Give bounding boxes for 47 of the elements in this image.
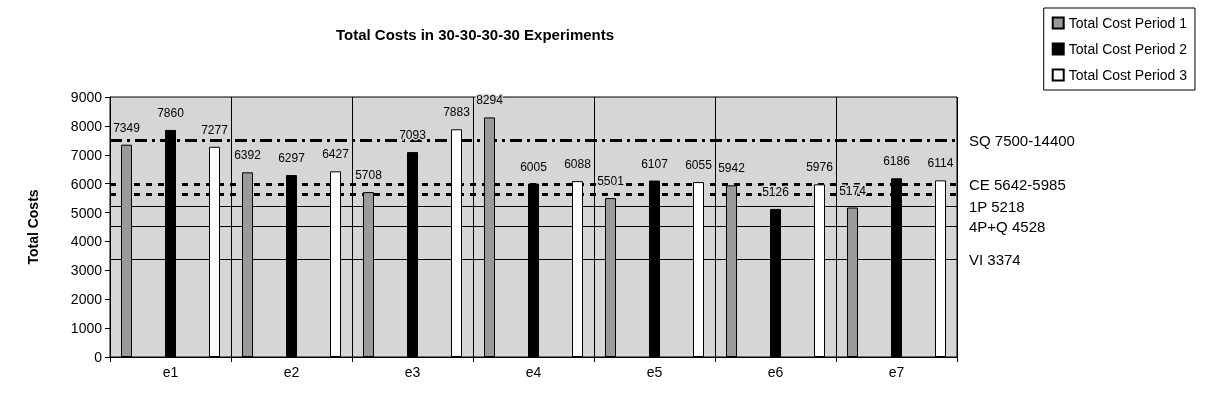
data-label: 5174 [839, 183, 867, 198]
y-tick-label: 5000 [70, 204, 103, 221]
data-label: 6186 [883, 154, 911, 169]
ref-line-label: 1P 5218 [969, 197, 1025, 215]
data-label: 5942 [718, 161, 746, 176]
x-tick-label: e5 [646, 364, 663, 380]
ref-line-label: 4P+Q 4528 [969, 217, 1046, 235]
data-label: 8294 [476, 93, 504, 108]
x-tick-label: e1 [162, 364, 179, 380]
chart-title: Total Costs in 30-30-30-30 Experiments [335, 26, 615, 43]
x-tick-label: e7 [888, 364, 905, 380]
y-tick-label: 1000 [70, 320, 103, 337]
legend-label: Total Cost Period 1 [1068, 15, 1188, 31]
x-tick-label: e6 [767, 364, 784, 380]
ref-line-label: SQ 7500-14400 [969, 131, 1075, 149]
ref-line-label: CE 5642-5985 [969, 175, 1066, 193]
ref-line-label: VI 3374 [969, 251, 1021, 269]
data-label: 6088 [564, 157, 592, 172]
y-tick-label: 9000 [70, 89, 103, 105]
data-label: 5976 [806, 160, 834, 175]
y-tick-label: 0 [94, 349, 103, 365]
y-tick-label: 3000 [70, 262, 103, 279]
x-tick-label: e4 [525, 364, 542, 380]
y-tick-label: 7000 [70, 146, 103, 163]
legend-label: Total Cost Period 2 [1068, 41, 1188, 57]
y-tick-label: 2000 [70, 291, 103, 308]
y-axis-title: Total Costs [25, 189, 41, 265]
data-label: 7277 [201, 122, 229, 137]
data-label: 6055 [685, 158, 713, 173]
y-tick-label: 8000 [70, 117, 103, 134]
data-label: 6427 [322, 147, 350, 162]
data-label: 6107 [641, 156, 669, 171]
data-label: 6392 [234, 148, 262, 163]
x-tick-label: e2 [283, 364, 300, 380]
data-label: 5708 [355, 168, 383, 183]
data-label: 6005 [520, 159, 548, 174]
data-label: 7349 [113, 120, 141, 135]
data-label: 5501 [597, 174, 625, 189]
data-label: 7093 [399, 128, 427, 143]
y-tick-label: 4000 [70, 233, 103, 250]
data-label: 7860 [157, 105, 185, 120]
data-label: 7883 [443, 105, 471, 120]
x-tick-label: e3 [404, 364, 421, 380]
data-label: 6297 [278, 151, 306, 166]
legend-label: Total Cost Period 3 [1068, 67, 1188, 83]
y-tick-label: 6000 [70, 175, 103, 192]
data-label: 6114 [927, 156, 954, 171]
